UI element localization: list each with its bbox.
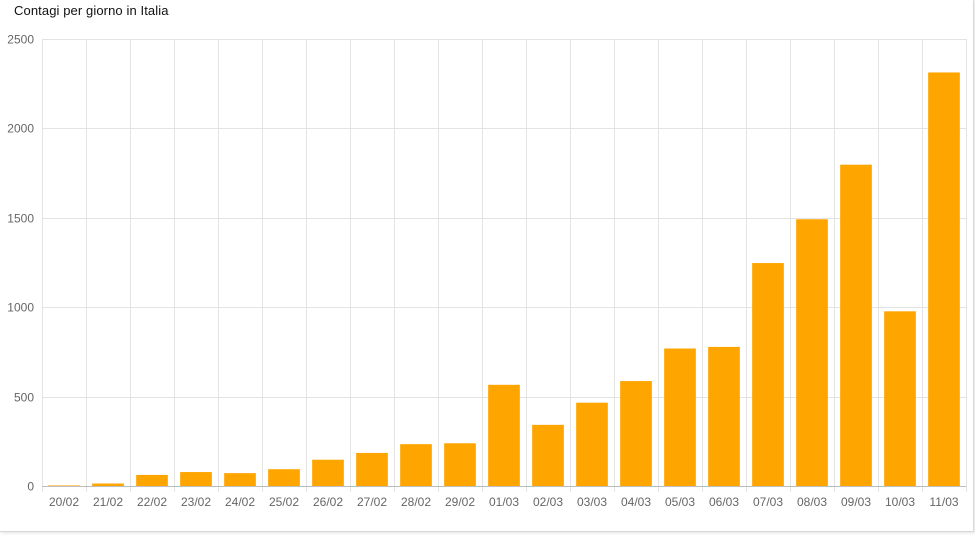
y-tick-label: 2000 [7, 122, 34, 136]
chart-bars [48, 72, 960, 486]
x-tick-label: 27/02 [357, 495, 387, 509]
bar [400, 444, 432, 486]
bar [796, 219, 828, 486]
x-tick-label: 06/03 [709, 495, 739, 509]
x-tick-label: 22/02 [137, 495, 167, 509]
bar [752, 263, 784, 486]
chart-grid [42, 39, 967, 492]
bar [444, 443, 476, 486]
x-tick-label: 26/02 [313, 495, 343, 509]
x-tick-label: 01/03 [489, 495, 519, 509]
bar [532, 424, 564, 486]
y-tick-label: 1000 [7, 301, 34, 315]
bar [180, 472, 212, 486]
bar [356, 452, 388, 486]
bar [576, 402, 608, 486]
bar [928, 72, 960, 486]
x-tick-label: 03/03 [577, 495, 607, 509]
x-tick-label: 08/03 [797, 495, 827, 509]
x-tick-label: 24/02 [225, 495, 255, 509]
bar [488, 384, 520, 486]
x-tick-label: 20/02 [49, 495, 79, 509]
bar [620, 381, 652, 486]
chart-title: Contagi per giorno in Italia [14, 3, 169, 18]
bar [268, 469, 300, 486]
x-tick-label: 04/03 [621, 495, 651, 509]
bar [136, 474, 168, 486]
bar [312, 459, 344, 486]
x-tick-label: 09/03 [841, 495, 871, 509]
y-tick-label: 0 [27, 480, 34, 494]
x-tick-label: 25/02 [269, 495, 299, 509]
x-tick-label: 07/03 [753, 495, 783, 509]
bar [840, 164, 872, 486]
x-tick-label: 21/02 [93, 495, 123, 509]
x-tick-label: 10/03 [885, 495, 915, 509]
x-axis: 20/02 21/02 22/02 23/02 24/02 25/02 26/02 27/02… [42, 486, 966, 509]
x-tick-label: 02/03 [533, 495, 563, 509]
bar [48, 485, 80, 486]
x-tick-label: 23/02 [181, 495, 211, 509]
bar [224, 473, 256, 486]
y-tick-label: 2500 [7, 33, 34, 47]
x-tick-label: 11/03 [929, 495, 958, 509]
y-axis: 0 500 1000 1500 2000 2500 [7, 33, 34, 494]
bar [884, 311, 916, 486]
bar [708, 346, 740, 486]
y-tick-label: 1500 [7, 212, 34, 226]
bar [664, 348, 696, 486]
x-tick-label: 28/02 [401, 495, 431, 509]
bar [92, 483, 124, 486]
y-tick-label: 500 [14, 391, 34, 405]
x-tick-label: 05/03 [665, 495, 695, 509]
x-tick-label: 29/02 [445, 495, 475, 509]
